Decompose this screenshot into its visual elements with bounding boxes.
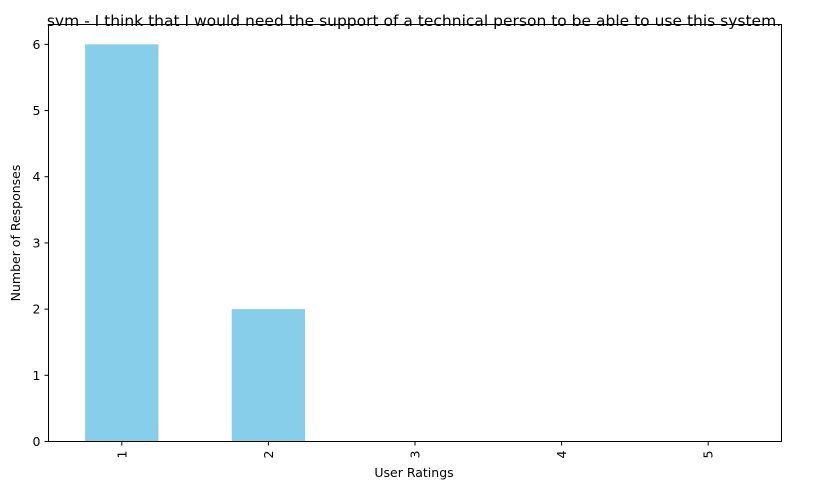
y-axis: 0 1 2 3 4 5 6 xyxy=(33,37,49,449)
x-tick-label-3: 3 xyxy=(408,451,423,459)
chart-title: svm - I think that I would need the supp… xyxy=(47,12,781,30)
y-tick-label-0: 0 xyxy=(33,434,41,449)
y-tick-label-6: 6 xyxy=(33,37,41,52)
x-tick-label-1: 1 xyxy=(114,451,129,459)
y-tick-label-5: 5 xyxy=(33,103,41,118)
y-tick-label-2: 2 xyxy=(33,302,41,317)
y-axis-label: Number of Responses xyxy=(8,165,23,302)
y-tick-label-3: 3 xyxy=(33,235,41,250)
y-tick-label-1: 1 xyxy=(33,368,41,383)
y-tick-label-4: 4 xyxy=(33,169,41,184)
bar-1 xyxy=(85,44,159,442)
bars-group xyxy=(85,44,306,442)
x-tick-label-4: 4 xyxy=(554,450,569,458)
x-tick-label-5: 5 xyxy=(701,451,716,459)
x-tick-label-2: 2 xyxy=(261,451,276,459)
x-axis-label: User Ratings xyxy=(374,465,453,480)
bar-2 xyxy=(231,309,306,442)
x-axis: 1 2 3 4 5 xyxy=(114,441,716,459)
